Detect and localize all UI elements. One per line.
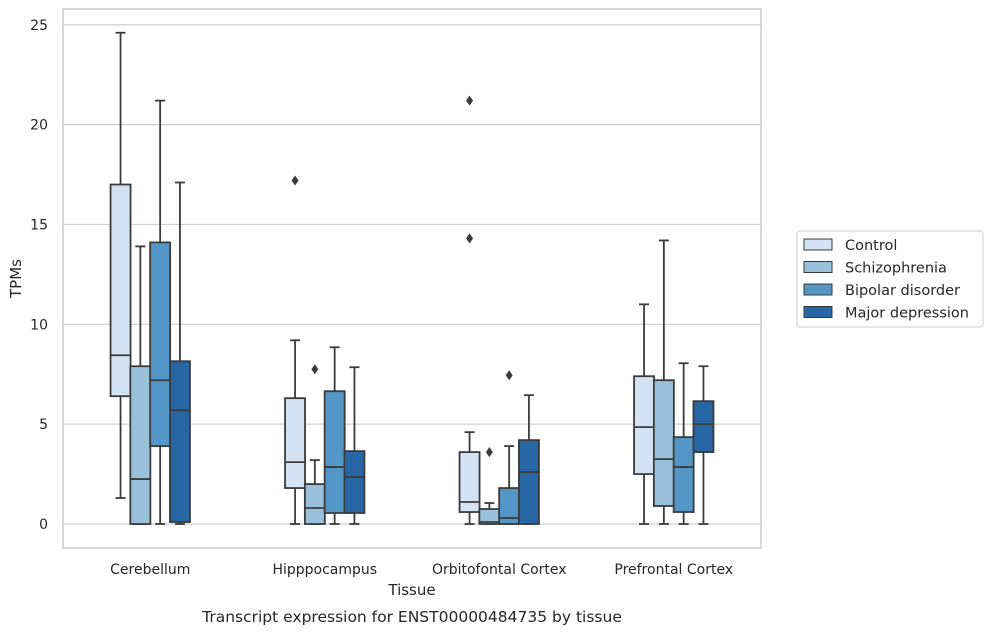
box-bipolar-disorder	[498, 370, 521, 525]
box-schizophrenia	[303, 364, 326, 525]
iqr-box	[129, 365, 152, 525]
y-tick-label: 20	[30, 118, 48, 134]
plot-frame	[62, 8, 762, 549]
box-major-depression	[169, 181, 191, 525]
iqr-box	[652, 379, 675, 507]
iqr-box	[149, 241, 172, 448]
legend-swatch	[803, 306, 833, 318]
box-control	[458, 95, 481, 525]
iqr-box	[323, 390, 346, 514]
legend-label: Control	[845, 238, 897, 254]
box-schizophrenia	[652, 239, 675, 525]
box-bipolar-disorder	[323, 346, 346, 525]
legend: Control Schizophrenia Bipolar disorder Majo…	[796, 230, 984, 328]
y-tick-labels: 0 5 10 15 20 25	[30, 18, 48, 533]
outlier-point	[485, 447, 493, 458]
outlier-point	[466, 95, 474, 106]
box-control	[284, 175, 306, 525]
iqr-box	[284, 397, 306, 489]
box-bipolar-disorder	[149, 99, 172, 525]
y-tick-label: 10	[30, 317, 48, 333]
iqr-box	[672, 436, 695, 513]
legend-label: Schizophrenia	[845, 261, 947, 277]
box-schizophrenia	[478, 447, 501, 525]
iqr-box	[169, 360, 191, 523]
y-tick-label: 25	[30, 18, 48, 34]
chart-caption: Transcript expression for ENST0000048473…	[201, 608, 622, 626]
legend-frame	[796, 230, 984, 328]
iqr-box	[109, 183, 132, 398]
outlier-point	[291, 175, 299, 186]
legend-swatch	[803, 238, 833, 251]
y-tick-label: 0	[39, 517, 48, 533]
legend-label: Major depression	[845, 306, 969, 322]
box-major-depression	[692, 365, 715, 525]
legend-label: Bipolar disorder	[845, 283, 960, 299]
x-tick-labels: Cerebellum Hipppocampus Orbitofontal Corte…	[110, 562, 733, 578]
iqr-box	[303, 483, 326, 525]
box-major-depression	[343, 366, 366, 525]
boxes	[109, 31, 715, 525]
legend-swatch	[803, 261, 833, 273]
y-axis-label: TPMs	[7, 259, 25, 299]
x-tick-label: Orbitofontal Cortex	[432, 562, 567, 578]
iqr-box	[692, 400, 715, 454]
iqr-box	[518, 439, 540, 525]
box-major-depression	[518, 394, 540, 525]
y-tick-label: 15	[30, 217, 48, 233]
iqr-box	[458, 451, 481, 513]
x-axis-label: Tissue	[387, 581, 435, 599]
x-tick-label: Prefrontal Cortex	[614, 562, 733, 578]
box-control	[109, 31, 132, 499]
iqr-box	[633, 375, 655, 475]
x-tick-label: Hipppocampus	[272, 562, 377, 578]
outlier-point	[311, 364, 319, 375]
box-bipolar-disorder	[672, 362, 695, 525]
outlier-point	[466, 233, 474, 244]
box-control	[633, 303, 655, 525]
outlier-point	[505, 370, 513, 381]
box-schizophrenia	[129, 245, 152, 525]
legend-swatch	[803, 283, 833, 296]
iqr-box	[343, 450, 366, 514]
x-tick-label: Cerebellum	[110, 562, 190, 578]
y-tick-label: 5	[39, 417, 48, 433]
